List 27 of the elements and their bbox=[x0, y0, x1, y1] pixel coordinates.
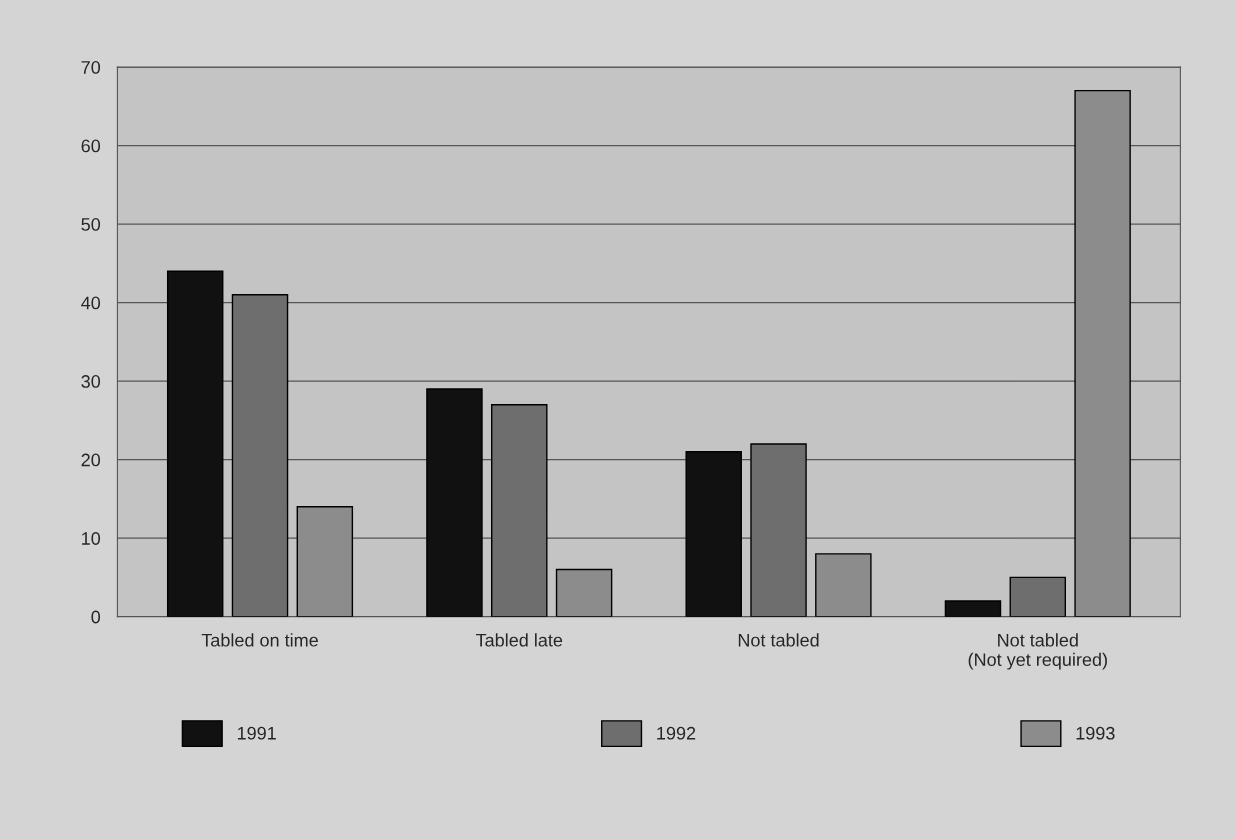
legend-label: 1991 bbox=[237, 726, 276, 740]
y-tick-label: 50 bbox=[81, 218, 101, 231]
bar bbox=[750, 443, 807, 617]
y-tick-label: 30 bbox=[81, 375, 101, 388]
y-tick-label: 10 bbox=[82, 532, 101, 545]
bar bbox=[944, 600, 1002, 617]
y-tick-label: 20 bbox=[81, 453, 101, 467]
bar bbox=[685, 451, 742, 617]
bar bbox=[1074, 89, 1131, 617]
x-tick-label: Not tabled bbox=[738, 633, 819, 647]
y-tick-label: 0 bbox=[91, 610, 101, 624]
y-tick-label: 70 bbox=[81, 61, 101, 74]
y-tick-label: 40 bbox=[81, 296, 101, 310]
bar bbox=[491, 404, 548, 617]
bar bbox=[426, 388, 483, 617]
x-tick-label: Tabled late bbox=[476, 633, 563, 647]
y-tick-label: 60 bbox=[81, 139, 101, 153]
bar bbox=[296, 506, 354, 617]
x-tick-label: Not tabled (Not yet required) bbox=[968, 633, 1107, 670]
legend-label: 1992 bbox=[657, 726, 696, 740]
bar bbox=[166, 270, 224, 617]
legend-label: 1993 bbox=[1076, 726, 1115, 740]
x-tick-label: Tabled on time bbox=[201, 633, 318, 647]
bar bbox=[1009, 576, 1067, 617]
bar bbox=[815, 553, 872, 617]
bar bbox=[555, 568, 613, 617]
bar bbox=[231, 294, 289, 617]
